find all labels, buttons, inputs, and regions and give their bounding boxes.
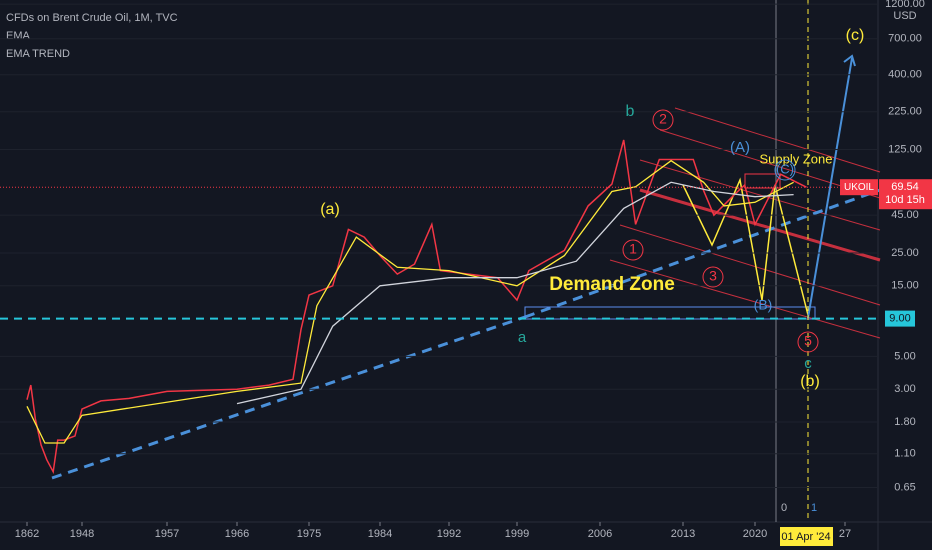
y-tick-label: 1.10 (894, 448, 915, 460)
currency-label: USD (893, 10, 916, 22)
crosshair-label-box (780, 527, 833, 546)
annotation: (B) (754, 297, 773, 313)
demand-zone-box (524, 306, 816, 320)
countdown-label: 10d 15h (885, 194, 925, 206)
annotation: 1 (629, 241, 637, 257)
x-tick-label: 2020 (743, 528, 767, 540)
y-tick-label: 0.65 (894, 481, 915, 493)
y-tick-label: 45.00 (891, 209, 919, 221)
annotation-circle (622, 239, 644, 261)
annotation: (a) (320, 201, 340, 218)
bar-marker: 1 (811, 502, 817, 514)
annotation-circle (702, 266, 724, 288)
trend-line (51, 315, 526, 480)
supply-zone-box (744, 173, 781, 189)
channel-line (674, 107, 881, 173)
annotation: b (626, 103, 635, 120)
annotation: c (804, 355, 812, 372)
y-tick-label: 1200.00 (885, 0, 925, 10)
channel-line (639, 159, 881, 231)
annotation: 2 (659, 111, 667, 127)
x-tick-label: 1862 (15, 528, 39, 540)
x-tick-label: 1975 (297, 528, 321, 540)
annotation: 5 (804, 333, 812, 349)
x-tick-label: 1948 (70, 528, 94, 540)
projection-arrow (807, 57, 853, 319)
chart-title: CFDs on Brent Crude Oil, 1M, TVC (6, 12, 178, 24)
wave-path (682, 177, 809, 316)
channel-line (619, 224, 881, 306)
x-tick-label: 2013 (671, 528, 695, 540)
crosshair-label: 01 Apr '24 (781, 531, 830, 543)
level-box (885, 310, 915, 327)
annotation-circle (797, 331, 819, 353)
annotation-circle (652, 109, 674, 131)
channel-line (609, 259, 881, 339)
legend-entry: EMA TREND (6, 48, 70, 60)
annotation: (C) (776, 161, 794, 176)
x-tick-label: 1966 (225, 528, 249, 540)
annotation-circle (774, 159, 796, 181)
legend-entry: EMA (6, 30, 31, 42)
x-tick-label: 1992 (437, 528, 461, 540)
annotation: (A) (730, 139, 750, 156)
y-tick-label: 400.00 (888, 69, 922, 81)
x-tick-label: 27 (839, 528, 851, 540)
x-tick-label: 1984 (368, 528, 392, 540)
symbol-box (840, 179, 878, 196)
annotation: a (518, 329, 527, 346)
channel (609, 107, 881, 339)
x-tick-label: 2006 (588, 528, 612, 540)
series-line (236, 181, 794, 405)
y-tick-label: 700.00 (888, 33, 922, 45)
last-price-box (879, 179, 932, 210)
y-tick-label: 3.00 (894, 383, 915, 395)
annotation: (b) (800, 373, 820, 390)
series-line (26, 159, 794, 444)
trend-lines (51, 188, 881, 480)
y-tick-label: 225.00 (888, 106, 922, 118)
last-price-label: 69.54 (891, 181, 919, 193)
arrow-head (843, 54, 856, 67)
symbol-label: UKOIL (844, 182, 874, 193)
annotation: (c) (846, 27, 865, 44)
annotation: Demand Zone (549, 274, 675, 295)
y-tick-label: 125.00 (888, 143, 922, 155)
y-tick-label: 15.00 (891, 280, 919, 292)
bar-marker: 0 (781, 502, 787, 514)
channel-line (639, 188, 881, 262)
level-label: 9.00 (889, 313, 910, 325)
x-tick-label: 1999 (505, 528, 529, 540)
y-tick-label: 1.80 (894, 416, 915, 428)
annotation: 3 (709, 268, 717, 284)
trend-line (524, 188, 881, 319)
annotation: Supply Zone (760, 151, 833, 166)
y-tick-label: 5.00 (894, 350, 915, 362)
y-tick-label: 25.00 (891, 247, 919, 259)
x-tick-label: 1957 (155, 528, 179, 540)
